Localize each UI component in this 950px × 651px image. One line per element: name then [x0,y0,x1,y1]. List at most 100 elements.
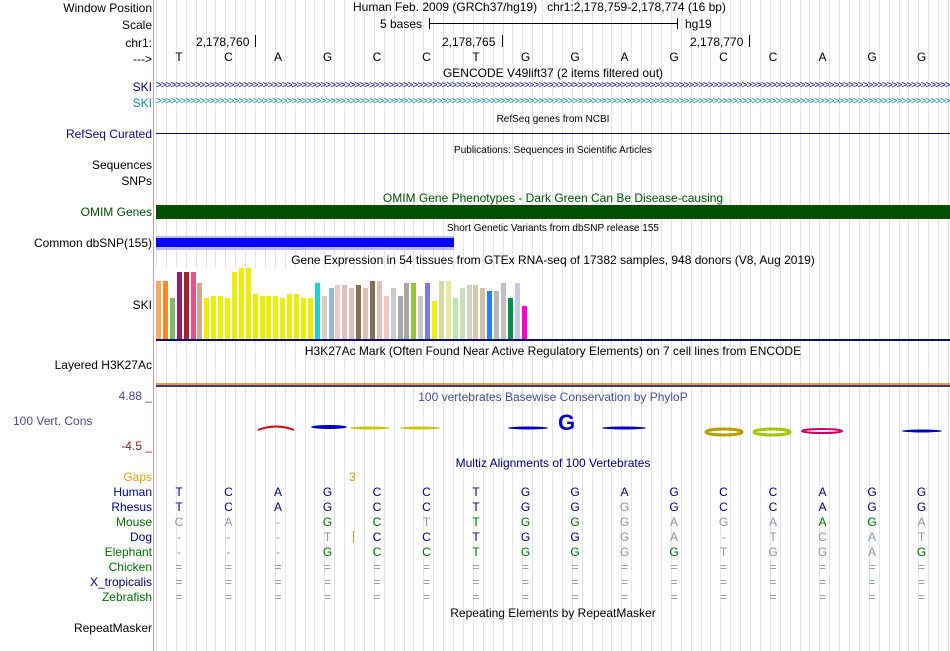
gtex-bar[interactable] [314,283,320,339]
species-label-chicken[interactable]: Chicken [108,560,152,574]
omim-title[interactable]: OMIM Gene Phenotypes - Dark Green Can Be… [382,191,724,205]
gtex-bar[interactable] [252,294,258,339]
gtex-bar[interactable] [397,296,403,339]
gtex-bar[interactable] [342,285,348,339]
gtex-bar[interactable] [231,272,237,339]
gencode-item-1-gene[interactable]: >>>>>>>>>>>>>>>>>>>>>>>>>>>>>>>>>>>>>>>>… [156,80,950,91]
dbsnp-title[interactable]: Short Genetic Variants from dbSNP releas… [447,223,659,234]
gtex-bar[interactable] [452,298,458,339]
gtex-bar[interactable] [411,283,417,339]
snps-label[interactable]: SNPs [121,174,152,188]
gtex-bar[interactable] [238,268,244,339]
gtex-bar[interactable] [307,298,313,339]
gtex-bar[interactable] [156,281,161,339]
h3k27-signal-2[interactable] [156,385,950,387]
gtex-bar[interactable] [176,272,182,339]
gtex-bar[interactable] [328,288,334,339]
gtex-bar[interactable] [404,283,410,339]
gtex-bar[interactable] [287,294,293,339]
h3k27-signal[interactable] [156,383,950,385]
gtex-label[interactable]: SKI [132,298,152,312]
repeat-label[interactable]: RepeatMasker [73,621,152,635]
dbsnp-feature-outline[interactable] [156,236,454,250]
dbsnp-label[interactable]: Common dbSNP(155) [33,236,152,250]
gtex-bar[interactable] [245,268,251,339]
gtex-bar[interactable] [494,291,500,339]
species-label-dog[interactable]: Dog [129,530,152,544]
gencode-item-1-label[interactable]: SKI [132,80,152,94]
phylop-mark-7 [602,426,646,430]
gtex-bar[interactable] [190,272,196,339]
species-label-elephant[interactable]: Elephant [104,545,152,559]
gtex-bar[interactable] [363,288,368,339]
gtex-bar[interactable] [266,296,272,339]
refseq-gene-line[interactable] [156,133,950,134]
gtex-bar[interactable] [390,288,396,339]
grid-line [691,0,692,651]
species-label-mouse[interactable]: Mouse [115,515,152,529]
gtex-bar[interactable] [259,296,265,339]
assembly-text[interactable]: Human Feb. 2009 (GRCh37/hg19) chr1:2,178… [353,0,726,14]
phylop-logo[interactable]: G [156,410,950,445]
alignment-base: T [472,545,480,559]
pubs-title[interactable]: Publications: Sequences in Scientific Ar… [454,145,652,156]
refseq-title[interactable]: RefSeq genes from NCBI [496,114,610,125]
gtex-bar[interactable] [501,283,506,339]
omim-feature[interactable] [156,205,950,219]
gencode-title[interactable]: GENCODE V49lift37 (2 items filtered out) [442,66,664,80]
sequences-label[interactable]: Sequences [91,158,152,172]
alignment-base: = [224,590,232,604]
species-label-rhesus[interactable]: Rhesus [111,500,152,514]
gtex-bar[interactable] [218,296,224,339]
gtex-bar[interactable] [321,296,327,339]
gtex-bar[interactable] [383,296,389,339]
gtex-bar[interactable] [183,272,189,339]
gtex-bar[interactable] [162,281,168,339]
gtex-bar[interactable] [438,281,444,339]
refseq-label[interactable]: RefSeq Curated [65,127,152,141]
multiz-title[interactable]: Multiz Alignments of 100 Vertebrates [455,456,651,470]
species-label-x_tropicalis[interactable]: X_tropicalis [89,575,152,589]
gaps-label[interactable]: Gaps [123,470,152,484]
h3k27-title[interactable]: H3K27Ac Mark (Often Found Near Active Re… [304,344,802,358]
gtex-bar[interactable] [294,294,299,339]
gtex-bar[interactable] [459,288,465,339]
gtex-bar[interactable] [169,298,175,339]
species-label-human[interactable]: Human [113,485,152,499]
gtex-bar[interactable] [473,285,479,339]
gtex-bar[interactable] [204,298,210,339]
gtex-bar[interactable] [280,298,286,339]
gtex-bar[interactable] [225,298,230,339]
gencode-item-2-label[interactable]: SKI [132,96,152,110]
gtex-bar[interactable] [300,298,306,339]
gtex-bar[interactable] [425,283,431,339]
dbsnp-feature[interactable] [156,238,454,247]
gtex-bar[interactable] [376,281,382,339]
gtex-bar[interactable] [356,285,362,339]
gtex-bar[interactable] [418,296,424,339]
gtex-bar[interactable] [273,296,279,339]
species-label-zebrafish[interactable]: Zebrafish [101,590,152,604]
h3k27-label[interactable]: Layered H3K27Ac [54,358,152,372]
gtex-bar-chart[interactable] [156,268,536,339]
gtex-bar[interactable] [480,288,486,339]
repeat-title[interactable]: Repeating Elements by RepeatMasker [450,606,656,620]
gtex-bar[interactable] [466,285,472,339]
alignment-base: = [472,560,480,574]
gtex-bar[interactable] [369,281,375,339]
gtex-bar[interactable] [514,283,520,339]
gtex-bar[interactable] [445,281,451,339]
gtex-bar[interactable] [487,291,493,339]
gtex-bar[interactable] [197,283,203,339]
phylop-title[interactable]: 100 vertebrates Basewise Conservation by… [418,390,688,404]
gtex-bar[interactable] [349,288,355,339]
gtex-bar[interactable] [521,306,527,339]
gtex-bar[interactable] [211,296,217,339]
gtex-bar[interactable] [335,285,341,339]
phylop-label[interactable]: 100 Vert. Cons [13,414,93,428]
gtex-bar[interactable] [432,301,437,339]
gencode-item-2-gene[interactable]: >>>>>>>>>>>>>>>>>>>>>>>>>>>>>>>>>>>>>>>>… [156,96,950,107]
gtex-title[interactable]: Gene Expression in 54 tissues from GTEx … [291,253,815,267]
gtex-bar[interactable] [507,298,513,339]
omim-label[interactable]: OMIM Genes [80,205,152,219]
